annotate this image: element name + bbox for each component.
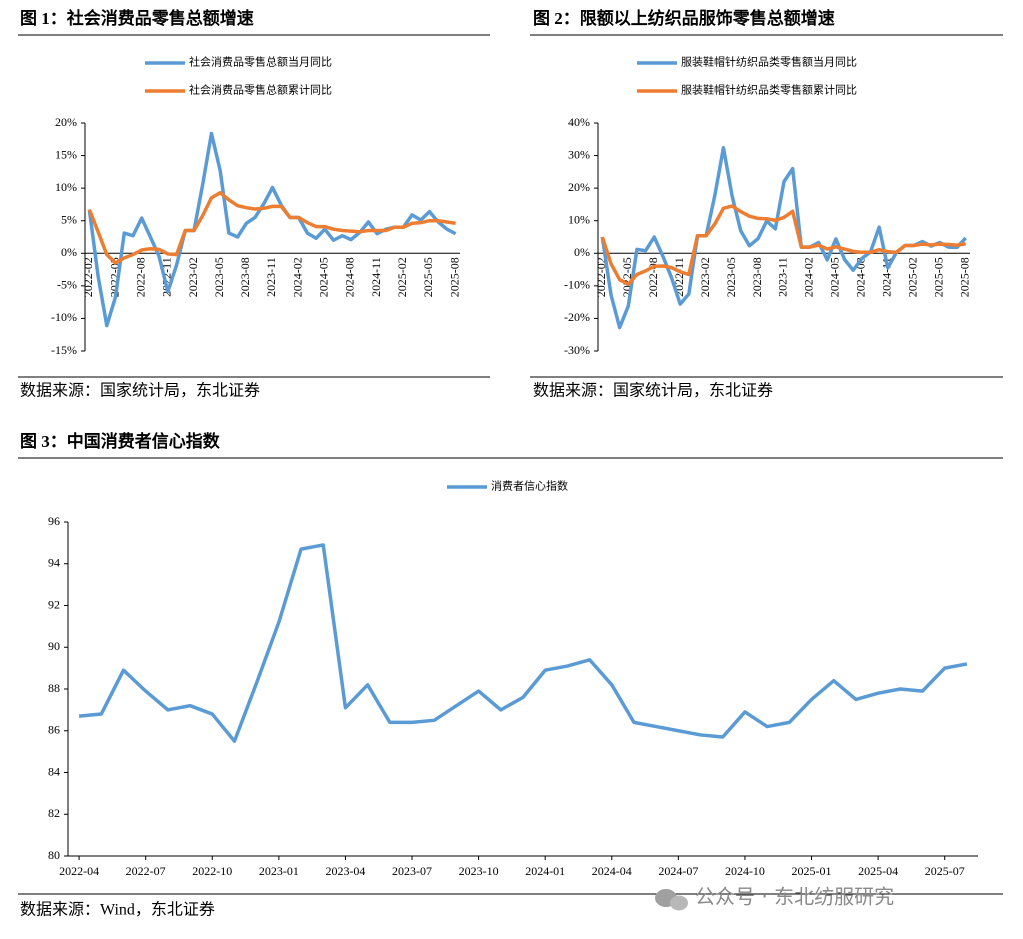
x-tick-label: 2023-08: [238, 257, 252, 297]
series-line: [87, 190, 456, 265]
x-tick-label: 2024-10: [725, 864, 765, 878]
figure-title: 图 1：社会消费品零售总额增速: [20, 8, 254, 28]
x-tick-label: 2025-05: [931, 257, 945, 297]
y-tick-label: 10%: [55, 180, 77, 194]
x-tick-label: 2025-01: [792, 864, 832, 878]
x-tick-label: 2025-04: [858, 864, 898, 878]
x-tick-label: 2023-04: [325, 864, 365, 878]
y-tick-label: -10%: [564, 278, 590, 292]
x-tick-label: 2024-05: [828, 257, 842, 297]
y-tick-label: -15%: [51, 343, 77, 357]
x-tick-label: 2022-07: [126, 864, 166, 878]
x-tick-label: 2024-02: [802, 257, 816, 297]
y-tick-label: 20%: [568, 180, 590, 194]
x-tick-label: 2025-02: [906, 257, 920, 297]
legend-label: 社会消费品零售总额当月同比: [189, 55, 332, 69]
y-tick-label: 15%: [55, 147, 77, 161]
x-tick-label: 2024-11: [369, 257, 383, 297]
source: 数据来源：Wind，东北证券: [20, 901, 215, 919]
x-tick-label: 2023-11: [264, 257, 278, 297]
series-line: [600, 204, 966, 286]
x-tick-label: 2022-08: [646, 257, 660, 297]
y-tick-label: 5%: [61, 212, 77, 226]
y-tick-label: 92: [48, 597, 60, 611]
series-line: [78, 543, 968, 743]
series-line: [600, 146, 967, 330]
x-tick-label: 2022-02: [594, 257, 608, 297]
x-tick-label: 2025-05: [421, 257, 435, 297]
y-tick-label: 90: [48, 639, 60, 653]
x-tick-label: 2023-01: [259, 864, 299, 878]
y-tick-label: 20%: [55, 115, 77, 129]
x-tick-label: 2024-07: [658, 864, 698, 878]
y-tick-label: 86: [48, 723, 60, 737]
x-tick-label: 2023-08: [750, 257, 764, 297]
y-tick-label: 94: [48, 556, 60, 570]
x-tick-label: 2025-07: [925, 864, 965, 878]
y-tick-label: 40%: [568, 115, 590, 129]
x-tick-label: 2024-01: [525, 864, 565, 878]
y-tick-label: 80: [48, 848, 60, 862]
figure-title: 图 3：中国消费者信心指数: [20, 431, 221, 451]
y-tick-label: 0%: [61, 245, 77, 259]
x-tick-label: 2024-04: [592, 864, 632, 878]
legend-label: 服装鞋帽针纺织品类零售额累计同比: [681, 83, 857, 97]
x-tick-label: 2025-08: [957, 257, 971, 297]
y-tick-label: 82: [48, 806, 60, 820]
x-tick-label: 2024-08: [854, 257, 868, 297]
x-tick-label: 2023-10: [459, 864, 499, 878]
y-tick-label: 10%: [568, 212, 590, 226]
x-tick-label: 2025-02: [395, 257, 409, 297]
y-tick-label: -10%: [51, 310, 77, 324]
y-tick-label: -30%: [564, 343, 590, 357]
x-tick-label: 2023-02: [698, 257, 712, 297]
y-tick-label: 84: [48, 764, 60, 778]
source: 数据来源：国家统计局，东北证券: [533, 382, 773, 400]
x-tick-label: 2022-08: [133, 257, 147, 297]
x-tick-label: 2023-05: [724, 257, 738, 297]
x-tick-label: 2022-10: [192, 864, 232, 878]
y-tick-label: 88: [48, 681, 60, 695]
y-tick-label: -5%: [57, 278, 77, 292]
x-tick-label: 2022-04: [59, 864, 99, 878]
x-tick-label: 2024-08: [343, 257, 357, 297]
y-tick-label: 0%: [574, 245, 590, 259]
x-tick-label: 2025-08: [447, 257, 461, 297]
watermark: 公众号 · 东北纺服研究: [695, 885, 894, 909]
y-tick-label: 30%: [568, 147, 590, 161]
legend-label: 服装鞋帽针纺织品类零售额当月同比: [681, 55, 857, 69]
figure-title: 图 2：限额以上纺织品服饰零售总额增速: [533, 8, 835, 28]
source: 数据来源：国家统计局，东北证券: [20, 382, 260, 400]
legend-label: 社会消费品零售总额累计同比: [189, 83, 332, 97]
x-tick-label: 2023-05: [212, 257, 226, 297]
watermark-icon: [655, 889, 688, 911]
x-tick-label: 2022-02: [81, 257, 95, 297]
x-tick-label: 2023-02: [186, 257, 200, 297]
x-tick-label: 2023-07: [392, 864, 432, 878]
y-tick-label: -20%: [564, 310, 590, 324]
x-tick-label: 2024-02: [290, 257, 304, 297]
x-tick-label: 2024-05: [317, 257, 331, 297]
y-tick-label: 96: [48, 514, 60, 528]
x-tick-label: 2023-11: [776, 257, 790, 297]
legend-label: 消费者信心指数: [491, 479, 568, 493]
